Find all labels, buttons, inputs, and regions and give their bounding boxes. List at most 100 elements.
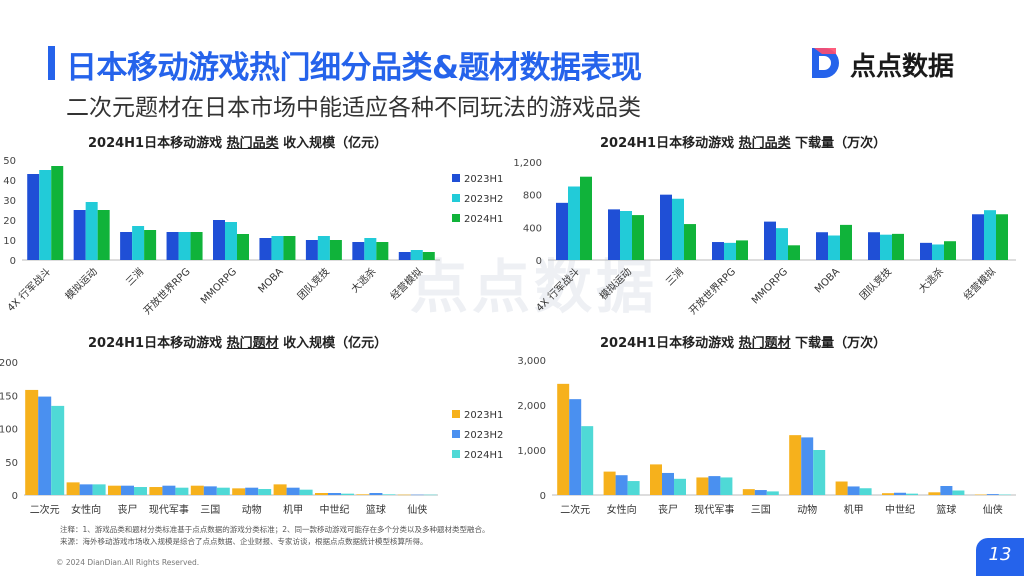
chart3-revenue-by-theme: 0 50 100 150 200 二次元 女性向 丧尸 现代军事 三国 动物 机甲 中世纪 篮球 仙侠 202… <box>0 358 503 516</box>
watermark: 点点数据 <box>410 253 659 321</box>
bar-2023H1-9 <box>397 494 411 496</box>
x-tick-label: 中世纪 <box>885 503 915 516</box>
legend-label: 2024H1 <box>464 214 503 225</box>
bar-2023H2-1 <box>79 484 93 495</box>
page-title: 日本移动游戏热门细分品类&题材数据表现 <box>66 50 642 86</box>
bar-2023H1-6 <box>305 240 318 260</box>
bar-2023H1-1 <box>73 210 86 260</box>
bar-2024H1-4 <box>237 234 249 260</box>
bar-2023H1-9 <box>974 494 987 496</box>
chart3-title: 2024H1日本移动游戏 热门题材 收入规模（亿元） <box>88 332 387 351</box>
bar-2023H2-1 <box>620 211 632 260</box>
bar-2023H1-2 <box>650 464 662 495</box>
bar-2023H1-5 <box>232 488 246 495</box>
bar-2024H1-2 <box>684 224 696 260</box>
x-tick-label: 丧尸 <box>658 504 678 516</box>
bar-2023H2-2 <box>662 472 674 495</box>
bar-2024H1-1 <box>627 481 640 495</box>
bar-2023H1-5 <box>259 238 272 260</box>
bar-2024H1-5 <box>813 450 826 495</box>
bar-2023H2-1 <box>615 475 628 495</box>
bar-2023H2-6 <box>317 236 330 260</box>
bar-2023H1-1 <box>66 482 80 495</box>
bar-2023H2-7 <box>328 493 341 495</box>
bar-2023H2-5 <box>801 437 814 495</box>
bar-2023H1-2 <box>120 232 133 260</box>
bar-2023H1-5 <box>816 232 828 260</box>
x-tick-label: 现代军事 <box>694 503 734 516</box>
y-tick-label: 3,000 <box>517 356 546 367</box>
bar-2024H1-8 <box>382 494 396 495</box>
bar-2024H1-0 <box>51 166 64 260</box>
y-tick-label: 0 <box>540 491 546 502</box>
chart4-title-suffix: 下载量（万次） <box>790 336 887 351</box>
chart4-title: 2024H1日本移动游戏 热门题材 下载量（万次） <box>600 332 886 351</box>
bar-2024H1-2 <box>674 478 686 495</box>
footnote-1: 注释：1、游戏品类和题材分类标准基于点点数据的游戏分类标准；2、同一款移动游戏可… <box>60 525 490 534</box>
chart1-title-underlined: 热门品类 <box>226 136 279 151</box>
bar-2024H1-0 <box>51 405 65 495</box>
bar-2024H1-9 <box>998 494 1011 496</box>
bar-2023H2-3 <box>178 232 191 260</box>
x-tick-label: 现代军事 <box>149 503 189 516</box>
y-tick-label: 200 <box>0 358 18 369</box>
chart4-downloads-by-theme: 0 1,000 2,000 3,000 二次元 女性向 丧尸 现代军事 三国 动物 机甲 中世纪 篮球 仙… <box>517 356 1016 516</box>
bar-2023H2-4 <box>754 490 767 495</box>
x-tick-label: 机甲 <box>844 503 864 516</box>
bar-2023H2-9 <box>986 494 999 495</box>
bar-2023H2-8 <box>940 486 953 495</box>
x-tick-label: 大逃杀 <box>916 265 946 295</box>
bar-2024H1-7 <box>944 241 956 260</box>
bar-2024H1-3 <box>736 240 748 260</box>
bar-2023H1-0 <box>25 389 39 495</box>
x-tick-label: 团队竞技 <box>295 265 332 302</box>
bar-2023H1-8 <box>398 252 411 260</box>
bar-2024H1-7 <box>906 493 918 495</box>
bar-2023H2-6 <box>286 487 300 495</box>
legend-swatch <box>452 450 460 458</box>
bar-2024H1-5 <box>283 236 296 260</box>
bar-2024H1-5 <box>840 224 852 260</box>
chart2-title: 2024H1日本移动游戏 热门品类 下载量（万次） <box>600 132 886 151</box>
bar-2023H2-0 <box>38 396 52 495</box>
x-tick-label: MOBA <box>256 266 285 295</box>
bar-2023H1-7 <box>882 493 894 495</box>
x-tick-label: MMORPG <box>199 266 239 306</box>
bar-2023H2-2 <box>121 485 134 495</box>
bar-2024H1-2 <box>144 230 157 260</box>
x-tick-label: 三国 <box>751 504 771 516</box>
chart3-title-prefix: 2024H1日本移动游戏 <box>88 336 227 351</box>
bar-2024H1-4 <box>766 491 779 495</box>
bar-2023H1-3 <box>149 487 163 495</box>
bar-2024H1-7 <box>376 242 389 260</box>
bar-2023H2-2 <box>672 198 684 260</box>
x-tick-label: 篮球 <box>936 503 956 516</box>
bar-2023H2-8 <box>984 210 996 260</box>
bar-2024H1-8 <box>422 252 435 260</box>
y-tick-label: 50 <box>3 156 16 167</box>
bar-2024H1-3 <box>720 477 733 495</box>
page-subtitle: 二次元题材在日本市场中能适应各种不同玩法的游戏品类 <box>66 95 641 121</box>
bar-2023H1-5 <box>789 435 802 495</box>
bar-2024H1-4 <box>216 487 230 495</box>
y-tick-label: 20 <box>3 216 16 227</box>
y-tick-label: 0 <box>12 491 18 502</box>
x-tick-label: 女性向 <box>607 503 637 516</box>
y-tick-label: 2,000 <box>517 401 546 412</box>
y-tick-label: 30 <box>3 196 16 207</box>
bar-2023H1-6 <box>835 481 848 495</box>
x-tick-label: 动物 <box>242 503 262 516</box>
bar-2023H2-4 <box>776 228 788 260</box>
chart4-title-underlined: 热门题材 <box>738 336 791 351</box>
title-accent-bar <box>48 46 55 80</box>
x-tick-label: 模拟运动 <box>597 265 634 302</box>
bar-2024H1-6 <box>299 489 313 495</box>
bar-2023H1-7 <box>352 242 365 260</box>
bar-2024H1-6 <box>859 488 872 495</box>
bar-2023H2-2 <box>132 226 145 260</box>
y-tick-label: 1,000 <box>517 446 546 457</box>
x-tick-label: 三国 <box>200 504 220 516</box>
chart1-title-prefix: 2024H1日本移动游戏 <box>88 136 227 151</box>
legend-label: 2024H1 <box>464 450 503 461</box>
